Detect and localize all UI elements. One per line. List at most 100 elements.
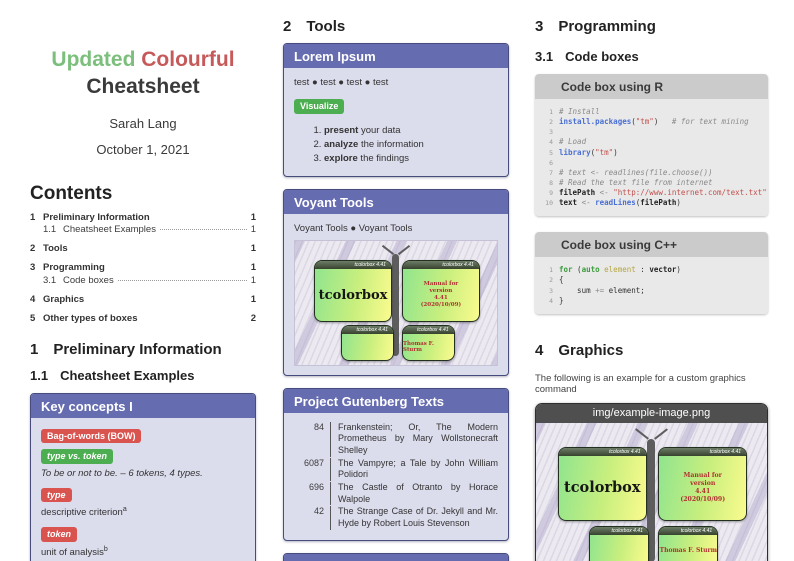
toc-page: 1	[250, 293, 256, 305]
author-name: Sarah Lang	[109, 115, 177, 131]
tcolorbox-brand-text: tcolorbox	[318, 287, 388, 303]
butterfly-wing: tcolorbox 4.41 Thomas F. Sturm	[402, 325, 455, 361]
subsection-number: 1.1	[30, 367, 49, 383]
wing-tab-label: tcolorbox 4.41	[590, 526, 648, 535]
test-bullet-line: test ● test ● test ● test	[294, 77, 389, 88]
butterfly-wing: tcolorbox 4.41 tcolorbox	[314, 260, 392, 322]
code-line: 1 for (auto element : vector)	[549, 265, 681, 275]
tcolorbox-example-image: tcolorbox 4.41 tcolorbox tcolorbox 4.41 …	[294, 239, 498, 366]
type-definition: descriptive criteriona	[41, 506, 127, 519]
visualize-badge: Visualize	[294, 99, 345, 114]
box-body: Bag-of-words (BOW) type vs. token To be …	[31, 418, 255, 561]
column-left: Updated Colourful Cheatsheet Sarah Lang …	[30, 0, 256, 561]
title-word-colourful: Colourful	[141, 48, 235, 71]
toc-label: Code boxes	[63, 275, 114, 287]
butterfly-wing: tcolorbox 4.41 Manual for version 4.41 (…	[658, 446, 748, 521]
toc-entry[interactable]: 1 Preliminary Information 1	[30, 212, 256, 224]
gutenberg-box: Project Gutenberg Texts 84 Frankenstein;…	[283, 387, 509, 541]
code-line: 4}	[549, 295, 564, 305]
toc-entry[interactable]: 5 Other types of boxes 2	[30, 313, 256, 325]
type-vs-token-badge: type vs. token	[41, 449, 114, 464]
toc-number: 1.1	[43, 224, 57, 236]
lorem-ipsum-box: Lorem Ipsum test ● test ● test ● test Vi…	[283, 43, 509, 177]
gutenberg-id: 42	[294, 506, 331, 530]
box-body: test ● test ● test ● test Visualize pres…	[284, 68, 508, 176]
butterfly-wing: tcolorbox 4.41 Thomas F. Sturm	[658, 525, 719, 561]
gutenberg-id: 6087	[294, 457, 331, 481]
toc-page: 1	[250, 243, 256, 255]
voyant-subtitle: Voyant Tools ● Voyant Tools	[294, 222, 413, 234]
graphics-caption: The following is an example for a custom…	[535, 372, 746, 395]
butterfly-wing: tcolorbox 4.41	[589, 525, 649, 561]
author-signature: Thomas F. Sturm	[659, 547, 717, 555]
box-header: Lorem Ipsum	[284, 44, 508, 68]
section-title: Graphics	[558, 341, 624, 359]
toc-number: 5	[30, 312, 36, 324]
toc-page: 2	[250, 312, 256, 324]
gutenberg-id: 696	[294, 481, 331, 506]
code-line: 9 filePath <- "http://www.internet.com/te…	[549, 188, 767, 197]
toc-label: Tools	[43, 243, 68, 255]
butterfly-wing: tcolorbox 4.41 Manual for version 4.41 (…	[402, 260, 480, 322]
doc-title-line1: Updated Colourful	[30, 46, 256, 73]
toc-entry[interactable]: 1.1 Cheatsheet Examples 1	[30, 224, 256, 236]
toc-number: 2	[30, 243, 36, 255]
section-heading-graphics: 4 Graphics	[535, 342, 768, 359]
toc-label: Cheatsheet Examples	[63, 224, 156, 236]
manual-version-text: Manual for version 4.41 (2020/10/09)	[680, 471, 726, 503]
key-concepts-1-box: Key concepts I Bag-of-words (BOW) type v…	[30, 392, 256, 561]
code-line: 10 text <- readLines(filePath)	[545, 198, 681, 208]
wing-tab-label: tcolorbox 4.41	[315, 261, 391, 270]
type-badge: type	[41, 487, 72, 503]
subsection-heading-codeboxes: 3.1 Code boxes	[535, 49, 768, 64]
section-heading-tools: 2 Tools	[283, 18, 509, 35]
section-number: 4	[535, 341, 544, 359]
r-code-box: Code box using R 1 # Install 2 install.pack…	[535, 74, 768, 217]
box-body: 84 Frankenstein; Or, The Modern Promethe…	[284, 413, 508, 540]
manual-version-text: Manual for version 4.41 (2020/10/09)	[420, 280, 462, 309]
gutenberg-title: Frankenstein; Or, The Modern Prometheus …	[338, 421, 498, 455]
gutenberg-row: 42 The Strange Case of Dr. Jekyll and Mr…	[294, 506, 498, 530]
type-token-example-text: To be or not to be. – 6 tokens, 4 types.	[41, 467, 203, 479]
wing-tab-label: tcolorbox 4.41	[403, 326, 454, 335]
toc-number: 1	[30, 211, 36, 223]
footnote-mark: b	[103, 545, 108, 553]
toc-entry[interactable]: 3.1 Code boxes 1	[30, 275, 256, 287]
toc-number: 4	[30, 293, 36, 305]
code-box-header: Code box using C++	[535, 232, 768, 258]
section-title: Preliminary Information	[53, 340, 222, 358]
toc-entry[interactable]: 3 Programming 1	[30, 262, 256, 274]
butterfly-body	[391, 254, 400, 356]
step-item: analyze the information	[324, 139, 498, 150]
toc-label: Preliminary Information	[43, 211, 150, 223]
code-line: 3	[549, 128, 553, 137]
subsection-number: 3.1	[535, 49, 554, 64]
toc-page: 1	[250, 275, 256, 287]
toc-page: 1	[250, 211, 256, 223]
bow-badge: Bag-of-words (BOW)	[41, 428, 142, 444]
contents-heading: Contents	[30, 182, 113, 204]
toc-entry[interactable]: 2 Tools 1	[30, 243, 256, 255]
section-number: 1	[30, 340, 39, 358]
subsection-title: Code boxes	[565, 49, 639, 64]
toc-entry[interactable]: 4 Graphics 1	[30, 294, 256, 306]
example-image-figure: img/example-image.png tcolorbox 4.41 tco…	[535, 402, 768, 561]
code-line: 1 # Install	[549, 107, 600, 116]
code-line: 6	[549, 158, 553, 167]
code-line: 2{	[549, 275, 564, 285]
gutenberg-row: 6087 The Vampyre; a Tale by John William…	[294, 457, 498, 481]
gutenberg-row: 84 Frankenstein; Or, The Modern Promethe…	[294, 421, 498, 457]
dotted-leader	[159, 229, 247, 231]
toc-label: Other types of boxes	[43, 312, 138, 324]
wing-tab-label: tcolorbox 4.41	[659, 526, 718, 535]
dotted-leader	[117, 280, 247, 282]
column-right: 3 Programming 3.1 Code boxes Code box us…	[535, 0, 768, 561]
code-line: 5 library("tm")	[549, 147, 618, 157]
step-item: present your data	[324, 125, 498, 136]
code-lines: 1 # Install 2 install.packages("tm") # for …	[535, 99, 768, 217]
section-title: Tools	[306, 18, 346, 35]
section-heading-programming: 3 Programming	[535, 18, 768, 35]
gutenberg-id: 84	[294, 421, 331, 457]
toc-label: Graphics	[43, 293, 85, 305]
